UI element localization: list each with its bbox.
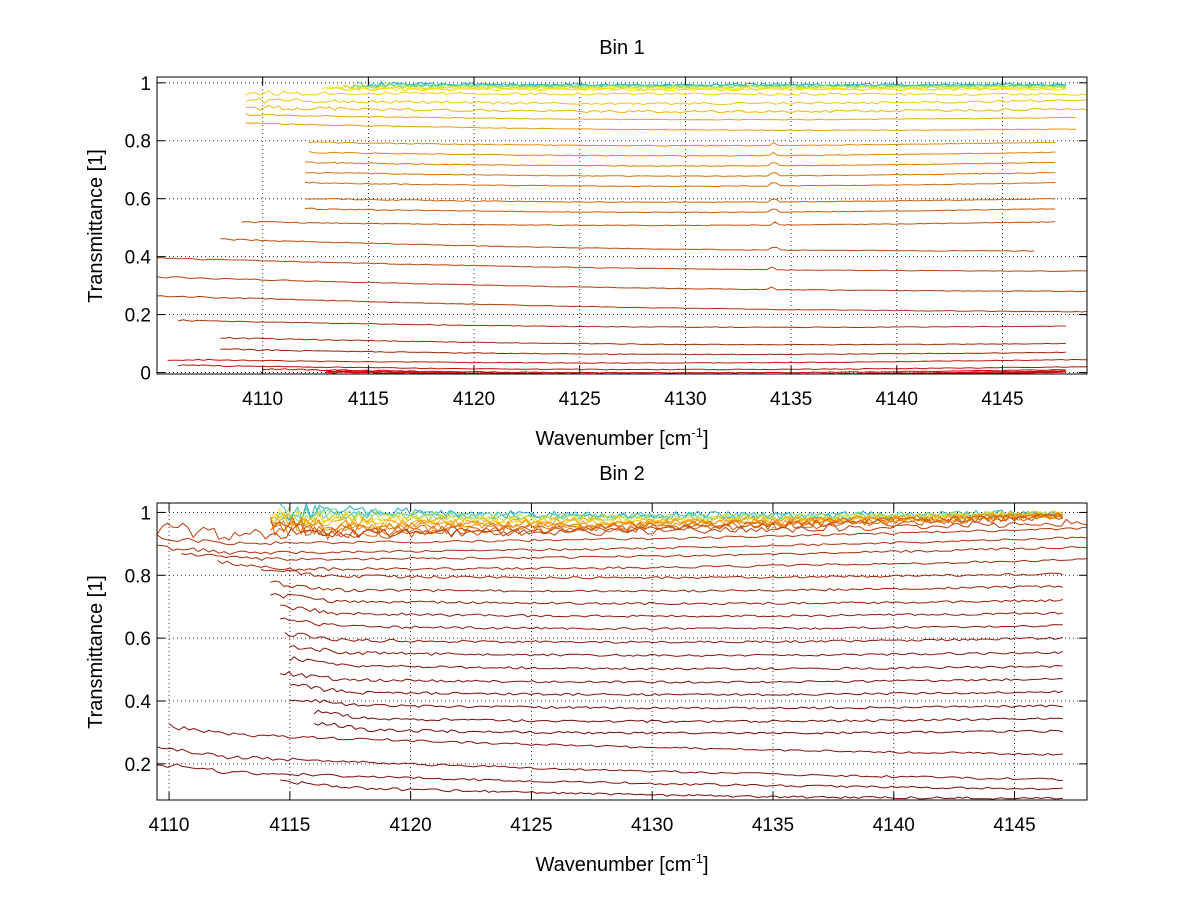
series-line: [270, 580, 1063, 593]
x-axis-label: Wavenumber [cm-1]: [535, 851, 708, 876]
series-line: [304, 161, 1056, 167]
series-line: [156, 536, 1088, 555]
series-line: [245, 90, 1088, 97]
x-tick-label: 4135: [752, 815, 794, 836]
y-tick-label: 0.4: [125, 248, 152, 269]
series-line: [156, 526, 1088, 546]
series-line: [262, 368, 1066, 374]
y-axis-label: Transmittance [1]: [85, 149, 107, 303]
x-axis-label: Wavenumber [cm-1]: [535, 425, 708, 450]
series-line: [309, 141, 1056, 147]
panel-bin-2: 4110 4115 4120 4125 4130 4135 4140 4145 0.2 0.4 0.…: [85, 463, 1088, 876]
series-line: [156, 746, 1063, 781]
series-line: [313, 722, 1063, 735]
x-tick-label: 4115: [348, 389, 389, 410]
series-line: [270, 512, 1064, 537]
y-tick-label: 1: [140, 503, 151, 524]
x-tick-label: 4115: [269, 815, 310, 836]
series-line: [156, 257, 1087, 272]
series-line: [156, 518, 1088, 541]
x-tick-label: 4145: [981, 389, 1023, 410]
axes-frame: [156, 502, 1088, 801]
axes-frame: [156, 76, 1088, 375]
tick-layer: 4110 4115 4120 4125 4130 4135 4140 4145 0 0.2 0.4 0…: [125, 74, 1087, 410]
series-line: [220, 336, 1066, 346]
x-tick-label: 4140: [873, 815, 915, 836]
series-line: [280, 671, 1063, 684]
series-line: [275, 507, 1063, 526]
series-line: [309, 151, 1056, 157]
y-tick-label: 0.2: [125, 755, 151, 776]
series-line: [321, 86, 1067, 92]
series-line: [177, 319, 1066, 329]
series-line: [289, 683, 1063, 697]
series-line: [181, 545, 1088, 561]
y-tick-label: 0.4: [125, 692, 152, 713]
y-tick-label: 0: [140, 364, 151, 385]
series-line: [289, 645, 1064, 658]
series-line: [280, 779, 1063, 800]
x-tick-label: 4135: [770, 389, 812, 410]
y-tick-label: 0.8: [125, 132, 151, 153]
series-line: [156, 276, 1088, 293]
series-line: [280, 617, 1063, 631]
series-line: [156, 295, 1088, 313]
series-line: [245, 104, 1088, 114]
series-line: [241, 220, 1056, 227]
chart-title: Bin 2: [599, 463, 645, 485]
series-line: [260, 568, 1063, 580]
series-line: [304, 181, 1056, 188]
series-line: [270, 512, 1064, 532]
x-tick-label: 4145: [993, 815, 1035, 836]
y-axis-label: Transmittance [1]: [85, 575, 107, 729]
series-line: [270, 513, 1063, 541]
y-tick-label: 0.8: [125, 566, 151, 587]
y-tick-label: 0.6: [125, 629, 151, 650]
series-line: [313, 709, 1063, 724]
x-tick-label: 4110: [242, 389, 283, 410]
series-line: [245, 122, 1077, 132]
series-line: [280, 604, 1063, 618]
chart-title: Bin 1: [599, 37, 645, 59]
series-line: [245, 97, 1088, 106]
series-line: [168, 723, 1063, 756]
series-line: [284, 632, 1063, 644]
series-line: [245, 113, 1077, 121]
series-line: [270, 513, 1064, 535]
series-line: [304, 197, 1056, 204]
series-line: [289, 656, 1063, 671]
series-line: [177, 364, 1088, 371]
series-line: [325, 85, 1067, 91]
series-line: [220, 348, 1066, 356]
x-tick-label: 4120: [453, 389, 495, 410]
panel-bin-1: 4110 4115 4120 4125 4130 4135 4140 4145 0 0.2 0.4 0…: [85, 37, 1088, 450]
series-line: [304, 207, 1056, 214]
series-line: [156, 763, 1063, 791]
series-line: [270, 592, 1063, 606]
x-tick-label: 4125: [510, 815, 552, 836]
y-tick-label: 0.6: [125, 190, 151, 211]
x-tick-label: 4120: [389, 815, 431, 836]
series-line: [289, 698, 1063, 710]
x-tick-label: 4130: [664, 389, 706, 410]
tick-layer: 4110 4115 4120 4125 4130 4135 4140 4145 0.2 0.4 0.…: [125, 503, 1087, 836]
x-tick-label: 4125: [559, 389, 601, 410]
series-line: [304, 171, 1056, 177]
x-tick-label: 4110: [149, 815, 190, 836]
x-tick-label: 4140: [876, 389, 918, 410]
series-line: [217, 558, 1088, 572]
series-line: [167, 358, 1088, 364]
x-tick-label: 4130: [631, 815, 673, 836]
grid-lines: [157, 503, 1087, 800]
series-line: [220, 238, 1035, 252]
series-layer: [156, 502, 1088, 800]
y-tick-label: 1: [140, 74, 151, 95]
y-tick-label: 0.2: [125, 306, 151, 327]
